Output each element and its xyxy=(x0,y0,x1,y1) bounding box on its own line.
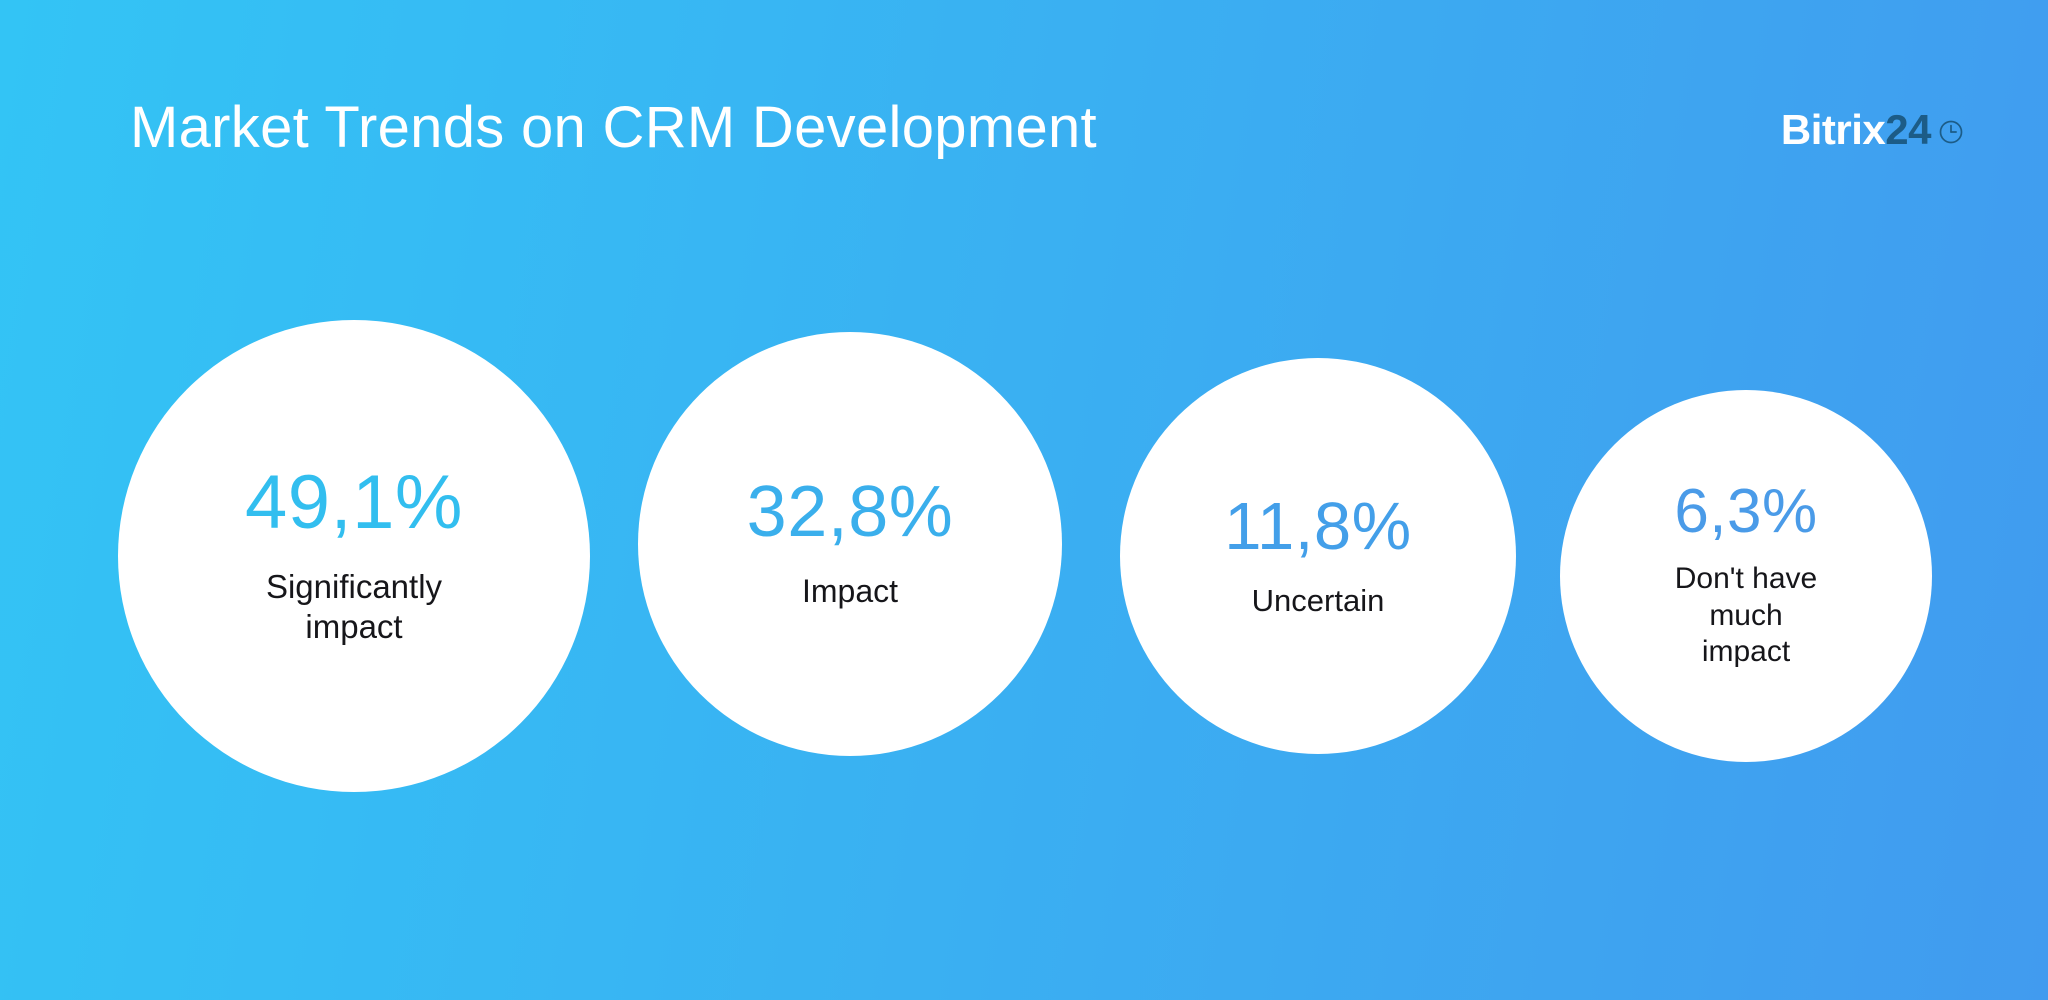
stat-label-line: Significantly xyxy=(265,567,443,605)
stat-label-line: Impact xyxy=(801,573,899,610)
stat-label: Impact xyxy=(802,572,898,611)
stat-value: 11,8% xyxy=(1224,488,1412,564)
stat-value: 32,8% xyxy=(746,472,954,553)
stat-label: Don't have much impact xyxy=(1675,561,1818,671)
stat-label-line: much xyxy=(1709,598,1783,632)
logo-text-24: 24 xyxy=(1885,106,1931,153)
stat-circle: 11,8% Uncertain xyxy=(1120,358,1516,754)
logo-text-bitrix: Bitrix xyxy=(1780,106,1886,153)
stat-value: 6,3% xyxy=(1674,477,1818,547)
stat-circle: 32,8% Impact xyxy=(638,332,1062,756)
stat-label-line: Don't have xyxy=(1674,562,1818,596)
bitrix24-logo: Bitrix 24 xyxy=(1781,106,1964,154)
stat-circle: 49,1% Significantly impact xyxy=(118,320,590,792)
stat-circle: 6,3% Don't have much impact xyxy=(1560,390,1932,762)
clock-icon xyxy=(1938,119,1964,145)
stat-label-line: impact xyxy=(305,608,403,645)
stat-label: Significantly impact xyxy=(266,567,442,648)
stat-circle-row: 49,1% Significantly impact 32,8% Impact … xyxy=(0,300,2048,820)
page-title: Market Trends on CRM Development xyxy=(130,95,1097,160)
stat-label-line: Uncertain xyxy=(1251,582,1385,618)
stat-label: Uncertain xyxy=(1252,582,1385,620)
stat-label-line: impact xyxy=(1701,635,1791,669)
stat-value: 49,1% xyxy=(245,459,463,545)
